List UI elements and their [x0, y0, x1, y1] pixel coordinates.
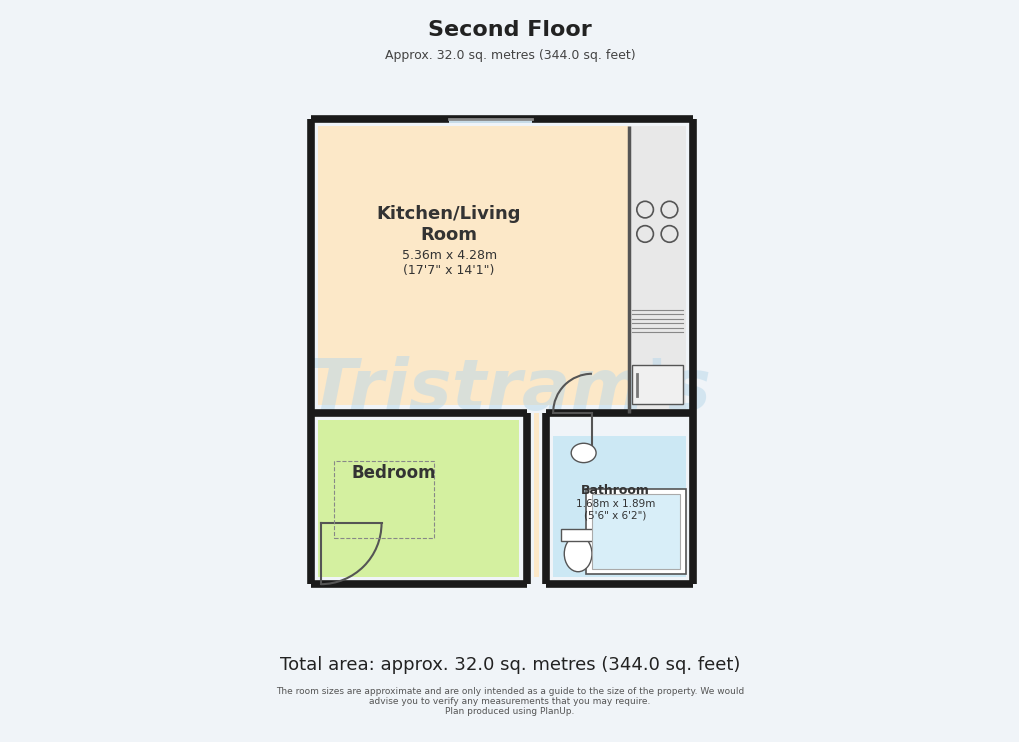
Bar — [631, 366, 682, 404]
Text: Kitchen/Living
Room: Kitchen/Living Room — [376, 205, 521, 243]
Bar — [318, 126, 685, 405]
Bar — [586, 489, 685, 574]
Bar — [591, 494, 680, 568]
Bar — [552, 436, 685, 577]
Bar — [318, 420, 519, 577]
Ellipse shape — [571, 443, 595, 463]
Text: Second Floor: Second Floor — [428, 21, 591, 41]
Text: Approx. 32.0 sq. metres (344.0 sq. feet): Approx. 32.0 sq. metres (344.0 sq. feet) — [384, 49, 635, 62]
Bar — [629, 126, 685, 413]
Text: Tristram's: Tristram's — [308, 356, 711, 425]
Text: Bedroom: Bedroom — [352, 464, 435, 482]
Bar — [334, 461, 434, 538]
Ellipse shape — [564, 536, 591, 572]
Text: Total area: approx. 32.0 sq. metres (344.0 sq. feet): Total area: approx. 32.0 sq. metres (344… — [279, 656, 740, 674]
Text: The room sizes are approximate and are only intended as a guide to the size of t: The room sizes are approximate and are o… — [275, 686, 744, 717]
Text: Bathroom: Bathroom — [580, 484, 649, 496]
Bar — [560, 529, 595, 541]
Text: 1.68m x 1.89m
(5'6" x 6'2"): 1.68m x 1.89m (5'6" x 6'2") — [575, 499, 654, 520]
Bar — [448, 119, 532, 123]
Bar — [533, 413, 538, 577]
Text: 5.36m x 4.28m
(17'7" x 14'1"): 5.36m x 4.28m (17'7" x 14'1") — [401, 249, 496, 277]
